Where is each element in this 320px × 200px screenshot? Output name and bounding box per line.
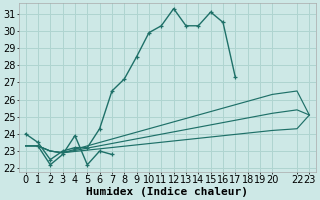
X-axis label: Humidex (Indice chaleur): Humidex (Indice chaleur) [86, 186, 248, 197]
